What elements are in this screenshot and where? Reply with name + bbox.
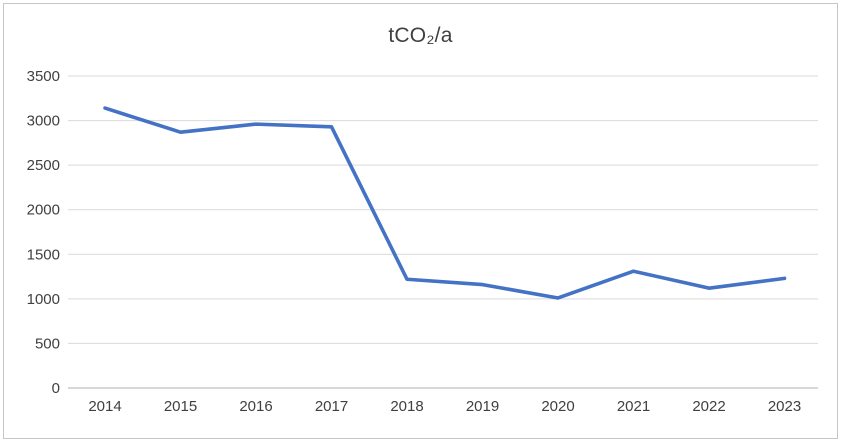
y-axis-tick-label: 2500 (27, 157, 60, 174)
x-axis-tick-label: 2020 (541, 398, 574, 415)
x-axis-tick-label: 2019 (466, 398, 499, 415)
y-axis-tick-label: 500 (35, 335, 60, 352)
x-axis-tick-label: 2022 (692, 398, 725, 415)
y-axis-tick-label: 3000 (27, 113, 60, 130)
y-axis-tick-label: 3500 (27, 68, 60, 85)
x-axis-tick-label: 2023 (768, 398, 801, 415)
x-axis-tick-label: 2017 (315, 398, 348, 415)
x-axis-tick-label: 2016 (239, 398, 272, 415)
x-axis-tick-label: 2014 (88, 398, 121, 415)
y-axis-tick-label: 1000 (27, 291, 60, 308)
y-axis-tick-label: 2000 (27, 202, 60, 219)
x-axis-tick-label: 2021 (617, 398, 650, 415)
x-axis-tick-label: 2018 (390, 398, 423, 415)
y-axis-tick-label: 0 (52, 380, 60, 397)
y-axis-tick-label: 1500 (27, 246, 60, 263)
chart-title: tCO₂/a (388, 24, 453, 47)
data-line-series (103, 106, 787, 300)
x-axis-tick-label: 2015 (164, 398, 197, 415)
